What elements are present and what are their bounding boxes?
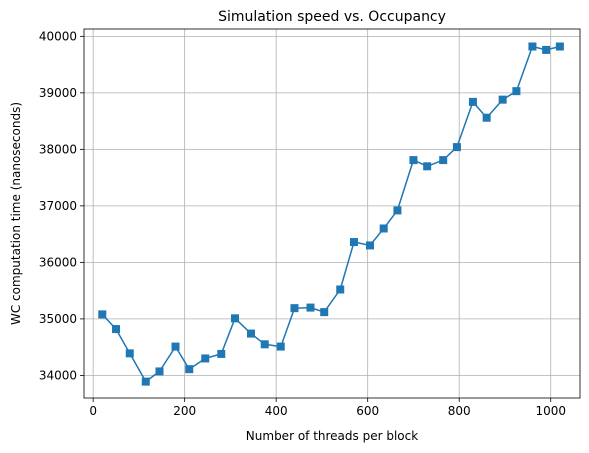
- axis-ticks: 0 200 400 600 800 1000 34000 35000 36000 37000 380…: [39, 29, 566, 418]
- data-point-marker: [512, 87, 521, 96]
- data-point-marker: [349, 238, 358, 247]
- data-point-marker: [409, 156, 418, 165]
- data-point-marker: [452, 143, 461, 152]
- data-point-marker: [155, 367, 164, 376]
- data-point-marker: [185, 365, 194, 374]
- data-point-marker: [306, 303, 315, 312]
- data-series: [98, 42, 564, 386]
- data-point-marker: [201, 354, 210, 363]
- data-point-marker: [217, 349, 226, 358]
- data-point-marker: [555, 42, 564, 51]
- data-point-marker: [336, 285, 345, 294]
- x-tick-label: 200: [173, 404, 196, 418]
- data-point-marker: [171, 342, 180, 351]
- data-point-marker: [276, 342, 285, 351]
- x-axis-label: Number of threads per block: [246, 429, 418, 443]
- data-point-marker: [125, 349, 134, 358]
- data-point-marker: [542, 45, 551, 54]
- y-tick-label: 34000: [39, 368, 77, 382]
- data-point-marker: [98, 310, 107, 319]
- data-point-marker: [423, 162, 432, 171]
- data-point-marker: [528, 42, 537, 51]
- data-point-marker: [498, 95, 507, 104]
- data-point-marker: [365, 241, 374, 250]
- grid: [84, 29, 580, 398]
- y-axis-label: WC computation time (nanoseconds): [9, 102, 23, 325]
- data-point-marker: [260, 340, 269, 349]
- data-point-marker: [482, 113, 491, 122]
- chart-title: Simulation speed vs. Occupancy: [218, 9, 446, 25]
- y-tick-label: 40000: [39, 29, 77, 43]
- y-tick-label: 38000: [39, 142, 77, 156]
- data-point-marker: [439, 156, 448, 165]
- data-point-marker: [112, 325, 121, 334]
- data-point-marker: [393, 206, 402, 215]
- data-point-marker: [379, 224, 388, 233]
- y-tick-label: 36000: [39, 255, 77, 269]
- data-point-marker: [290, 304, 299, 313]
- x-tick-label: 800: [448, 404, 471, 418]
- x-tick-label: 1000: [535, 404, 566, 418]
- x-tick-label: 400: [265, 404, 288, 418]
- data-point-marker: [230, 314, 239, 323]
- data-point-marker: [468, 97, 477, 106]
- data-point-marker: [141, 377, 150, 386]
- plot-frame: [83, 28, 581, 399]
- x-tick-label: 600: [356, 404, 379, 418]
- data-point-marker: [247, 329, 256, 338]
- y-tick-label: 37000: [39, 199, 77, 213]
- data-point-marker: [320, 308, 329, 317]
- x-tick-label: 0: [89, 404, 97, 418]
- y-tick-label: 35000: [39, 312, 77, 326]
- y-tick-label: 39000: [39, 86, 77, 100]
